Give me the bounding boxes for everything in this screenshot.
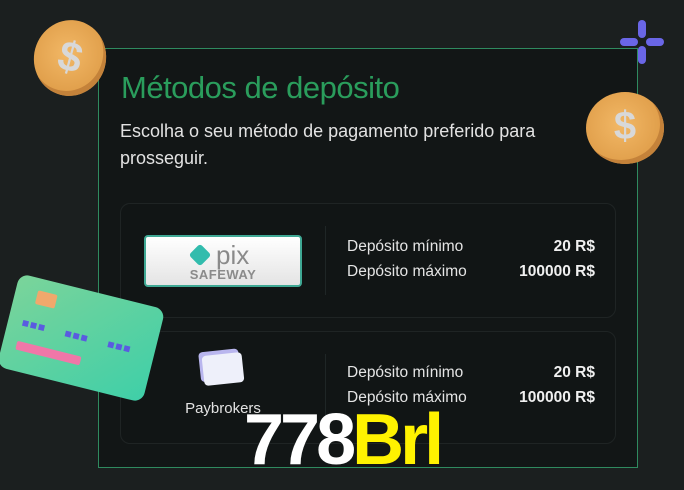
max-deposit-row: Depósito máximo 100000 R$ — [347, 263, 595, 280]
page-subtitle: Escolha o seu método de pagamento prefer… — [120, 121, 536, 168]
min-deposit-row: Depósito mínimo 20 R$ — [347, 238, 595, 255]
min-deposit-row: Depósito mínimo 20 R$ — [347, 364, 595, 381]
dollar-coin-icon: $ — [586, 92, 664, 164]
method-name: Paybrokers — [185, 400, 261, 417]
payment-method-pix[interactable]: pix SAFEWAY Depósito mínimo 20 R$ Depósit… — [120, 203, 616, 318]
payment-method-paybrokers[interactable]: Paybrokers Depósito mínimo 20 R$ Depósito… — [120, 331, 616, 444]
paybrokers-card-icon — [201, 351, 245, 387]
watermark-logo: 778Brl — [244, 400, 444, 480]
pix-logo: pix SAFEWAY — [144, 235, 302, 287]
pix-logo-subtext: SAFEWAY — [189, 267, 257, 282]
sparkle-icon — [620, 20, 664, 64]
max-deposit-row: Depósito máximo 100000 R$ — [347, 389, 595, 406]
page-title: Métodos de depósito — [121, 70, 400, 105]
